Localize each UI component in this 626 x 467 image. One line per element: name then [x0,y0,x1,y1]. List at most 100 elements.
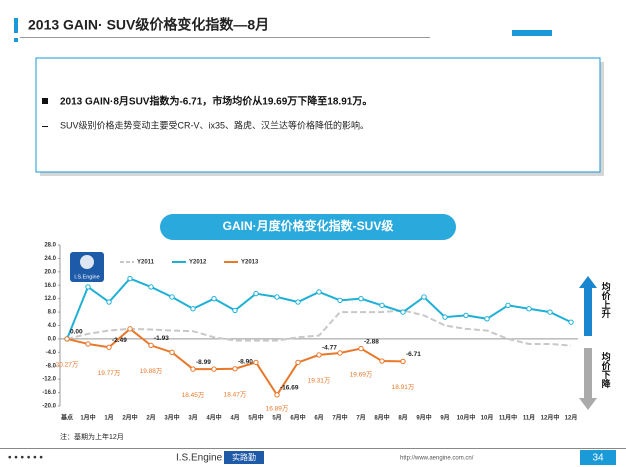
bullet [42,126,48,127]
x-tick-label: 11月 [523,414,535,422]
series-marker [295,299,301,305]
data-label: -2.49 [112,337,127,344]
y-tick-label: 16.0 [44,283,56,289]
x-tick-label: 10月 [481,414,494,422]
series-marker [547,309,553,315]
series-marker [106,344,112,350]
series-marker [85,341,91,347]
series-marker [148,284,154,290]
bullet [42,98,48,104]
title-rule [20,37,430,38]
y-tick-label: 12.0 [44,296,56,302]
price-label: 18.45万 [182,391,205,399]
data-label: 0.00 [70,329,83,336]
series-marker [379,302,385,309]
y-tick-label: -4.0 [46,350,57,356]
series-marker [190,366,196,372]
footer-brand: I.S.Engine [176,453,223,464]
x-tick-label: 基点 [60,414,73,422]
y-tick-label: -20.0 [42,404,56,410]
series-marker [526,306,532,312]
series-marker [190,306,196,312]
x-tick-label: 5月 [272,414,281,422]
y-tick-label: 28.0 [44,243,56,249]
series-marker [505,302,511,309]
series-marker [421,294,427,300]
legend-label: Y2012 [189,260,207,266]
series-marker [253,359,259,366]
series-marker [274,294,280,300]
y-tick-label: 8.0 [48,310,57,316]
series-marker [211,295,217,302]
data-label: -2.88 [364,338,379,345]
x-tick-label: 6月中 [290,414,305,422]
up-label: 均价上升 [600,281,611,319]
title-bar [512,30,552,36]
x-tick-label: 3月中 [164,414,179,422]
data-label: -16.69 [280,385,299,392]
series-marker [169,349,175,356]
price-label: 18.47万 [224,390,247,398]
series-marker [64,336,70,342]
up-arrow [579,276,597,336]
data-label: -4.77 [322,345,337,352]
series-marker [232,366,238,372]
down-label: 均价下降 [600,351,611,389]
series-marker [148,342,154,349]
title-marker [14,38,18,42]
page-number: 34 [592,453,604,464]
footer-brand-cn: 实路勤 [232,452,256,462]
legend-label: Y2013 [241,260,259,266]
series-marker [211,366,217,372]
series-marker [484,316,490,322]
series-marker [442,314,448,320]
x-tick-label: 3月 [188,414,197,422]
data-label: -6.71 [406,351,421,358]
x-tick-label: 1月 [104,414,113,422]
price-label: 20.27万 [56,361,79,369]
footer-url: http://www.aengine.com.cn/ [400,456,474,462]
series-marker [106,299,112,305]
series-marker [85,284,91,290]
logo-text: I.S.Engine [74,274,99,280]
series-marker [400,309,406,315]
series-marker [274,392,280,398]
y-tick-label: -12.0 [42,377,56,383]
y-tick-label: 0.0 [48,336,57,342]
x-tick-label: 10月中 [457,414,476,422]
chart-title: GAIN·月度价格变化指数-SUV级 [223,218,394,233]
footer-rule [0,448,626,449]
y-tick-label: -16.0 [42,390,56,396]
data-label: -8.99 [196,359,211,366]
price-label: 19.31万 [308,377,331,385]
note: 注：基期为上年12月 [60,432,124,441]
title-marker [14,18,18,33]
series-marker [316,289,322,295]
series-marker [379,358,385,364]
series-marker [463,312,469,319]
price-label: 18.91万 [392,383,415,391]
price-label: 19.77万 [98,369,121,377]
x-tick-label: 4月 [230,414,239,422]
footer-dots: • • • • • • [8,453,43,464]
down-arrow [579,348,597,410]
series-marker [337,350,343,356]
x-tick-label: 12月中 [541,414,560,422]
page-badge [580,450,616,465]
series-marker [127,326,133,332]
logo-mark [80,255,94,269]
series-line [66,309,572,347]
x-tick-label: 11月中 [499,414,517,422]
data-label: -8.90 [238,358,253,365]
x-tick-label: 5月中 [248,414,263,422]
series-marker [127,275,133,282]
title: 2013 GAIN· SUV级价格变化指数—8月 [28,17,269,33]
series-marker [316,352,322,358]
series-marker [169,294,175,300]
footer-badge [224,451,264,464]
y-tick-label: 20.0 [44,269,56,275]
y-tick-label: -8.0 [46,363,57,369]
series-marker [295,359,301,366]
y-tick-label: 4.0 [48,323,57,329]
